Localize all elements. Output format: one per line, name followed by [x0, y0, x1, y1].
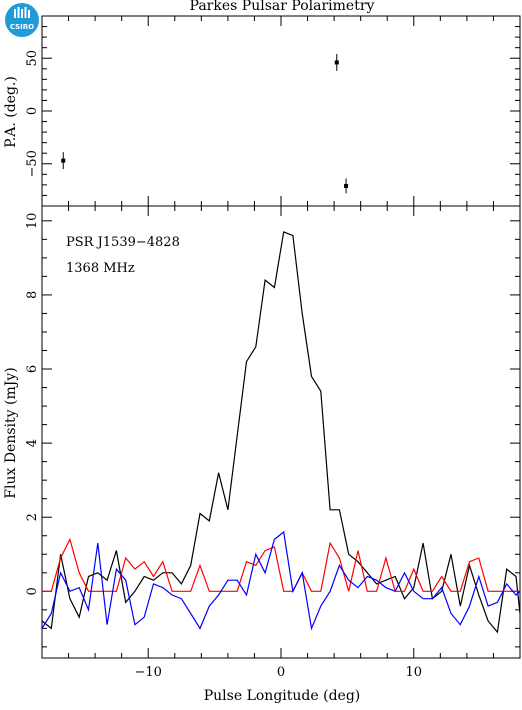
pa-y-tick-label: −50: [25, 150, 40, 177]
linear-polarization-line: [42, 537, 520, 592]
flux-y-tick-label: 0: [25, 587, 40, 595]
pa-panel-frame: [41, 15, 521, 207]
flux-y-tick-label: 8: [25, 291, 40, 299]
profile-axis-ticks: [41, 220, 521, 658]
flux-y-tick-label: 2: [25, 513, 40, 521]
x-tick-label: 10: [406, 665, 423, 680]
psr-name-annotation: PSR J1539−4828: [66, 235, 180, 250]
x-axis-label: Pulse Longitude (deg): [204, 688, 361, 704]
x-tick-label: −10: [135, 665, 162, 680]
pa-points: [61, 54, 349, 194]
x-tick-label: 0: [277, 665, 285, 680]
pa-y-tick-label: 50: [25, 50, 40, 67]
pa-y-axis-label: P.A. (deg.): [3, 76, 19, 148]
frequency-annotation: 1368 MHz: [66, 261, 135, 276]
profile-series: [41, 231, 521, 634]
total-intensity-line: [41, 231, 521, 634]
csiro-logo-text: CSIRO: [10, 23, 34, 31]
pa-tick-labels: −50 0 50: [25, 50, 40, 178]
profile-tick-labels: −10 0 10 0 2 4 6 8 10: [25, 213, 422, 680]
pa-axis-ticks: [41, 15, 521, 216]
pa-point: [344, 183, 349, 188]
flux-y-tick-label: 4: [25, 439, 40, 447]
pa-point: [334, 60, 339, 65]
circular-polarization-line: [41, 530, 521, 631]
flux-y-tick-label: 10: [25, 213, 40, 230]
flux-y-axis-label: Flux Density (mJy): [3, 367, 19, 498]
pa-y-tick-label: 0: [25, 107, 40, 115]
chart-title: Parkes Pulsar Polarimetry: [190, 0, 375, 14]
csiro-logo: CSIRO: [5, 3, 39, 37]
flux-y-tick-label: 6: [25, 365, 40, 373]
pa-point: [61, 158, 66, 163]
